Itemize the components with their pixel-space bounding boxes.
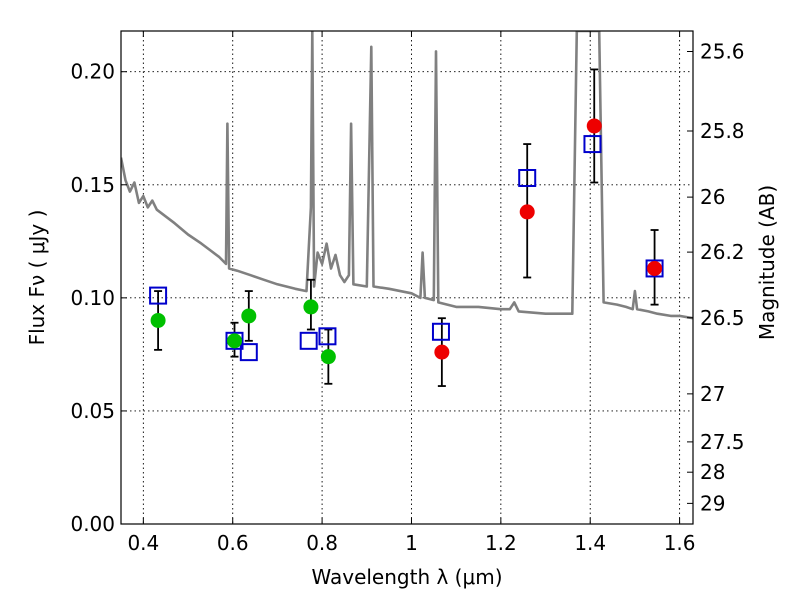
square-marker [149, 286, 168, 305]
model-spectrum-layer [121, 31, 693, 320]
square-marker-layer [149, 135, 664, 362]
y-tick-label: 0.15 [70, 173, 115, 197]
red-point [434, 344, 450, 360]
square-marker [225, 331, 244, 350]
right-tick-label: 29 [700, 491, 725, 515]
square-marker [583, 135, 602, 154]
x-tick-label: 0.6 [217, 531, 249, 555]
right-tick-label: 25.6 [700, 40, 745, 64]
right-tick-label: 26.2 [700, 240, 745, 264]
square-marker [645, 259, 664, 278]
y-axis-left: 0.00 0.05 0.10 0.15 0.20 [70, 60, 127, 536]
y-tick-label: 0.05 [70, 399, 115, 423]
point-marker-layer [150, 118, 663, 365]
right-tick-label: 27.5 [700, 430, 745, 454]
y-tick-label: 0.00 [70, 512, 115, 536]
green-point [320, 349, 336, 365]
right-tick-label: 27 [700, 382, 725, 406]
right-tick-label: 26 [700, 185, 725, 209]
plot-frame [120, 30, 694, 525]
y-axis-title: Flux Fν ( μJy ) [25, 210, 49, 346]
x-axis-title: Wavelength λ (μm) [311, 565, 502, 589]
square-marker [518, 168, 537, 187]
green-point [303, 299, 319, 315]
right-tick-label: 25.8 [700, 119, 745, 143]
right-axis-title: Magnitude (AB) [755, 185, 779, 340]
x-tick-label: 0.4 [127, 531, 159, 555]
red-point [519, 204, 535, 220]
square-marker [318, 327, 337, 346]
model-spectrum-line [121, 31, 693, 320]
red-point [647, 260, 663, 276]
square-marker [431, 322, 450, 341]
square-marker [239, 343, 258, 362]
red-point [586, 118, 602, 134]
y-axis-right: 25.6 25.8 26 26.2 26.5 27 27.5 28 29 [687, 40, 745, 515]
x-tick-label: 1.2 [485, 531, 517, 555]
green-point [241, 308, 257, 324]
grid [121, 31, 693, 525]
x-tick-label: 1 [405, 531, 418, 555]
x-tick-label: 1.4 [574, 531, 606, 555]
square-marker [299, 331, 318, 350]
green-point [150, 312, 166, 328]
right-tick-label: 28 [700, 460, 725, 484]
x-axis: 0.4 0.6 0.8 1 1.2 1.4 1.6 [127, 31, 696, 555]
y-tick-label: 0.10 [70, 286, 115, 310]
right-tick-label: 26.5 [700, 306, 745, 330]
y-tick-label: 0.20 [70, 60, 115, 84]
x-tick-label: 0.8 [306, 531, 338, 555]
x-tick-label: 1.6 [664, 531, 696, 555]
green-point [227, 333, 243, 349]
